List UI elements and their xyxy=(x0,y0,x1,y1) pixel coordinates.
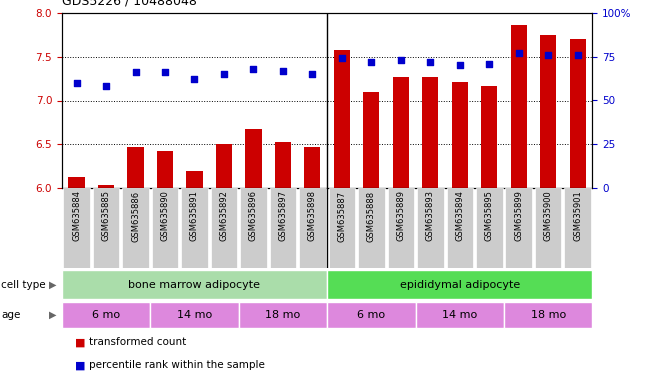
FancyBboxPatch shape xyxy=(299,188,326,268)
Text: 14 mo: 14 mo xyxy=(442,310,477,320)
FancyBboxPatch shape xyxy=(122,188,149,268)
Point xyxy=(337,55,347,61)
Text: epididymal adipocyte: epididymal adipocyte xyxy=(400,280,520,290)
Text: GSM635898: GSM635898 xyxy=(308,190,317,242)
Text: GSM635886: GSM635886 xyxy=(131,190,140,242)
Text: GSM635895: GSM635895 xyxy=(485,190,493,241)
FancyBboxPatch shape xyxy=(150,303,239,328)
Text: bone marrow adipocyte: bone marrow adipocyte xyxy=(128,280,260,290)
Text: age: age xyxy=(1,310,21,320)
Text: GSM635893: GSM635893 xyxy=(426,190,435,242)
FancyBboxPatch shape xyxy=(152,188,178,268)
Bar xyxy=(157,151,173,188)
Bar xyxy=(68,177,85,188)
FancyBboxPatch shape xyxy=(239,303,327,328)
Text: 6 mo: 6 mo xyxy=(357,310,385,320)
Text: 14 mo: 14 mo xyxy=(177,310,212,320)
Point xyxy=(366,59,376,65)
FancyBboxPatch shape xyxy=(504,303,592,328)
Point xyxy=(72,80,82,86)
Text: transformed count: transformed count xyxy=(89,338,186,348)
Point xyxy=(159,70,170,76)
FancyBboxPatch shape xyxy=(415,303,504,328)
FancyBboxPatch shape xyxy=(270,188,296,268)
Bar xyxy=(452,82,468,188)
FancyBboxPatch shape xyxy=(535,188,561,268)
Bar xyxy=(393,77,409,188)
FancyBboxPatch shape xyxy=(564,188,591,268)
Text: ■: ■ xyxy=(75,361,85,371)
FancyBboxPatch shape xyxy=(358,188,385,268)
Text: ▶: ▶ xyxy=(49,280,57,290)
Text: 18 mo: 18 mo xyxy=(531,310,566,320)
FancyBboxPatch shape xyxy=(62,270,327,300)
Text: GSM635894: GSM635894 xyxy=(455,190,464,241)
FancyBboxPatch shape xyxy=(329,188,355,268)
FancyBboxPatch shape xyxy=(447,188,473,268)
FancyBboxPatch shape xyxy=(476,188,503,268)
Point xyxy=(543,52,553,58)
Text: GSM635892: GSM635892 xyxy=(219,190,229,241)
Point xyxy=(484,61,495,67)
Text: GSM635887: GSM635887 xyxy=(337,190,346,242)
Point xyxy=(454,63,465,69)
Text: ▶: ▶ xyxy=(49,310,57,320)
Bar xyxy=(363,92,380,188)
Bar xyxy=(186,171,202,188)
FancyBboxPatch shape xyxy=(62,303,150,328)
Point xyxy=(130,70,141,76)
Point xyxy=(425,59,436,65)
FancyBboxPatch shape xyxy=(387,188,414,268)
Bar xyxy=(570,39,586,188)
Text: cell type: cell type xyxy=(1,280,46,290)
FancyBboxPatch shape xyxy=(181,188,208,268)
Text: GSM635901: GSM635901 xyxy=(573,190,582,241)
Bar xyxy=(275,142,291,188)
Text: GSM635890: GSM635890 xyxy=(161,190,169,241)
Text: 18 mo: 18 mo xyxy=(266,310,301,320)
Bar xyxy=(540,35,557,188)
Point xyxy=(278,68,288,74)
FancyBboxPatch shape xyxy=(505,188,532,268)
Point xyxy=(248,66,258,72)
FancyBboxPatch shape xyxy=(93,188,119,268)
Point xyxy=(101,83,111,89)
Bar xyxy=(245,129,262,188)
Text: GSM635896: GSM635896 xyxy=(249,190,258,242)
Bar xyxy=(334,50,350,188)
Point xyxy=(572,52,583,58)
Bar xyxy=(128,147,144,188)
Point xyxy=(219,71,229,77)
Text: GSM635897: GSM635897 xyxy=(279,190,287,242)
Text: GDS5226 / 10488048: GDS5226 / 10488048 xyxy=(62,0,197,7)
Bar xyxy=(98,185,114,188)
Text: GSM635889: GSM635889 xyxy=(396,190,406,242)
Bar xyxy=(304,147,320,188)
FancyBboxPatch shape xyxy=(240,188,267,268)
Bar xyxy=(481,86,497,188)
Text: ■: ■ xyxy=(75,338,85,348)
Text: GSM635899: GSM635899 xyxy=(514,190,523,241)
Text: GSM635900: GSM635900 xyxy=(544,190,553,241)
FancyBboxPatch shape xyxy=(327,270,592,300)
Point xyxy=(307,71,318,77)
Text: 6 mo: 6 mo xyxy=(92,310,120,320)
Text: GSM635891: GSM635891 xyxy=(190,190,199,241)
Point xyxy=(189,76,200,83)
Bar xyxy=(510,25,527,188)
FancyBboxPatch shape xyxy=(63,188,90,268)
FancyBboxPatch shape xyxy=(211,188,237,268)
FancyBboxPatch shape xyxy=(417,188,443,268)
Text: percentile rank within the sample: percentile rank within the sample xyxy=(89,361,265,371)
Text: GSM635888: GSM635888 xyxy=(367,190,376,242)
Bar xyxy=(422,77,438,188)
Text: GSM635884: GSM635884 xyxy=(72,190,81,242)
Bar xyxy=(216,144,232,188)
FancyBboxPatch shape xyxy=(327,303,415,328)
Point xyxy=(396,57,406,63)
Text: GSM635885: GSM635885 xyxy=(102,190,111,242)
Point xyxy=(514,50,524,56)
